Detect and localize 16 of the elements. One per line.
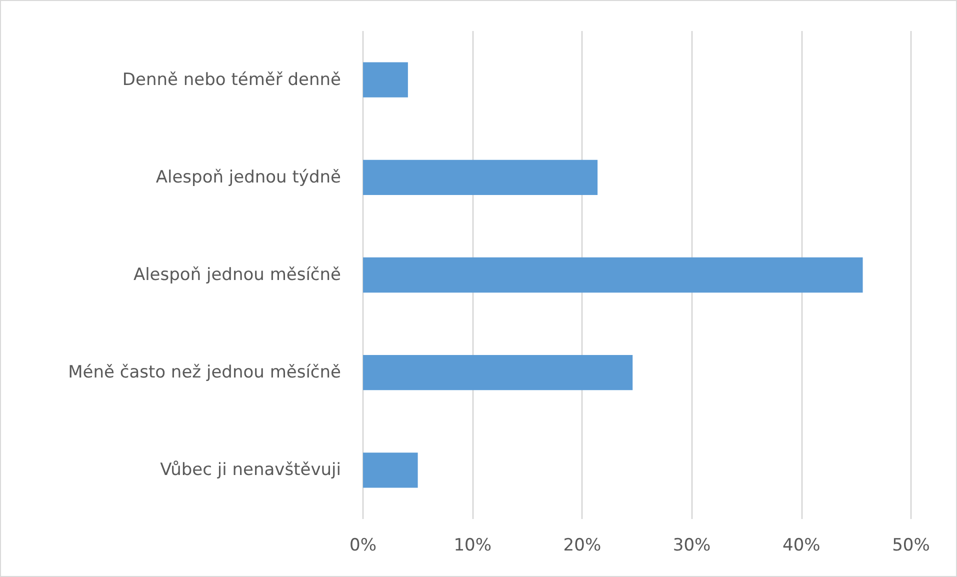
y-tick-label: Alespoň jednou týdně (156, 167, 341, 188)
bar (363, 62, 408, 98)
bar (363, 355, 633, 390)
x-tick-label: 30% (672, 536, 711, 556)
y-tick-label: Méně často než jednou měsíčně (68, 362, 341, 383)
x-tick-label: 20% (563, 536, 602, 556)
bar (363, 160, 598, 195)
bar (363, 257, 863, 293)
x-tick-label: 10% (454, 536, 492, 556)
x-tick-label: 40% (782, 536, 820, 556)
y-tick-label: Vůbec ji nenavštěvuji (160, 460, 341, 480)
bar (363, 452, 418, 488)
x-tick-label: 50% (892, 536, 930, 556)
y-tick-label: Alespoň jednou měsíčně (133, 265, 341, 285)
y-tick-label: Denně nebo téměř denně (122, 70, 341, 90)
x-tick-label: 0% (350, 536, 376, 556)
